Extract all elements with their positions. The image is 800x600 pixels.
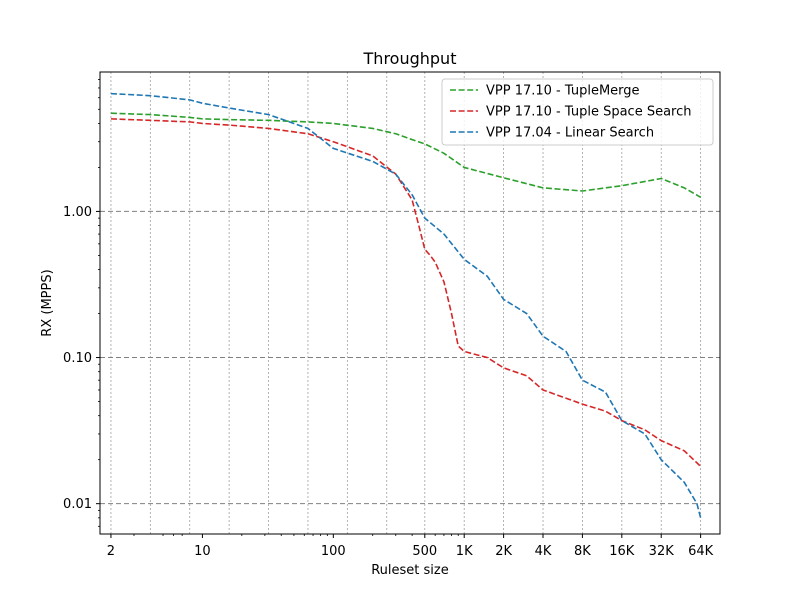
x-tick-label: 2 (107, 544, 115, 559)
x-tick-label: 500 (412, 544, 437, 559)
y-tick-label: 1.00 (63, 205, 92, 220)
legend-label-1: VPP 17.10 - Tuple Space Search (486, 105, 692, 120)
x-tick-label: 64K (688, 544, 714, 559)
y-axis-label: RX (MPPS) (40, 269, 55, 336)
legend-label-2: VPP 17.04 - Linear Search (486, 126, 654, 141)
chart-title: Throughput (363, 49, 457, 68)
series-line-2 (110, 92, 702, 519)
x-tick-label: 8K (574, 544, 591, 559)
legend: VPP 17.10 - TupleMerge VPP 17.10 - Tuple … (441, 78, 714, 146)
x-tick-label: 2K (495, 544, 512, 559)
series-line-0 (110, 112, 702, 198)
x-tick-label: 1K (456, 544, 473, 559)
y-tick-label: 0.10 (63, 351, 92, 366)
legend-label-0: VPP 17.10 - TupleMerge (486, 84, 640, 99)
y-tick-label: 0.01 (63, 497, 92, 512)
x-tick-label: 16K (609, 544, 635, 559)
x-tick-label: 32K (649, 544, 675, 559)
x-tick-label: 100 (321, 544, 346, 559)
series-layer (110, 92, 702, 519)
x-tick-label: 4K (535, 544, 552, 559)
x-axis-label: Ruleset size (371, 563, 449, 578)
series-line-1 (110, 118, 702, 467)
tick-layer: 2 10 100 500 1K 2K 4K 8K 16K 32K 64K 0.01 0.10 1.00 (63, 79, 714, 559)
plot-frame (99, 71, 721, 535)
x-tick-label: 10 (194, 544, 211, 559)
legend-box (441, 78, 714, 146)
grid-layer (100, 72, 720, 534)
